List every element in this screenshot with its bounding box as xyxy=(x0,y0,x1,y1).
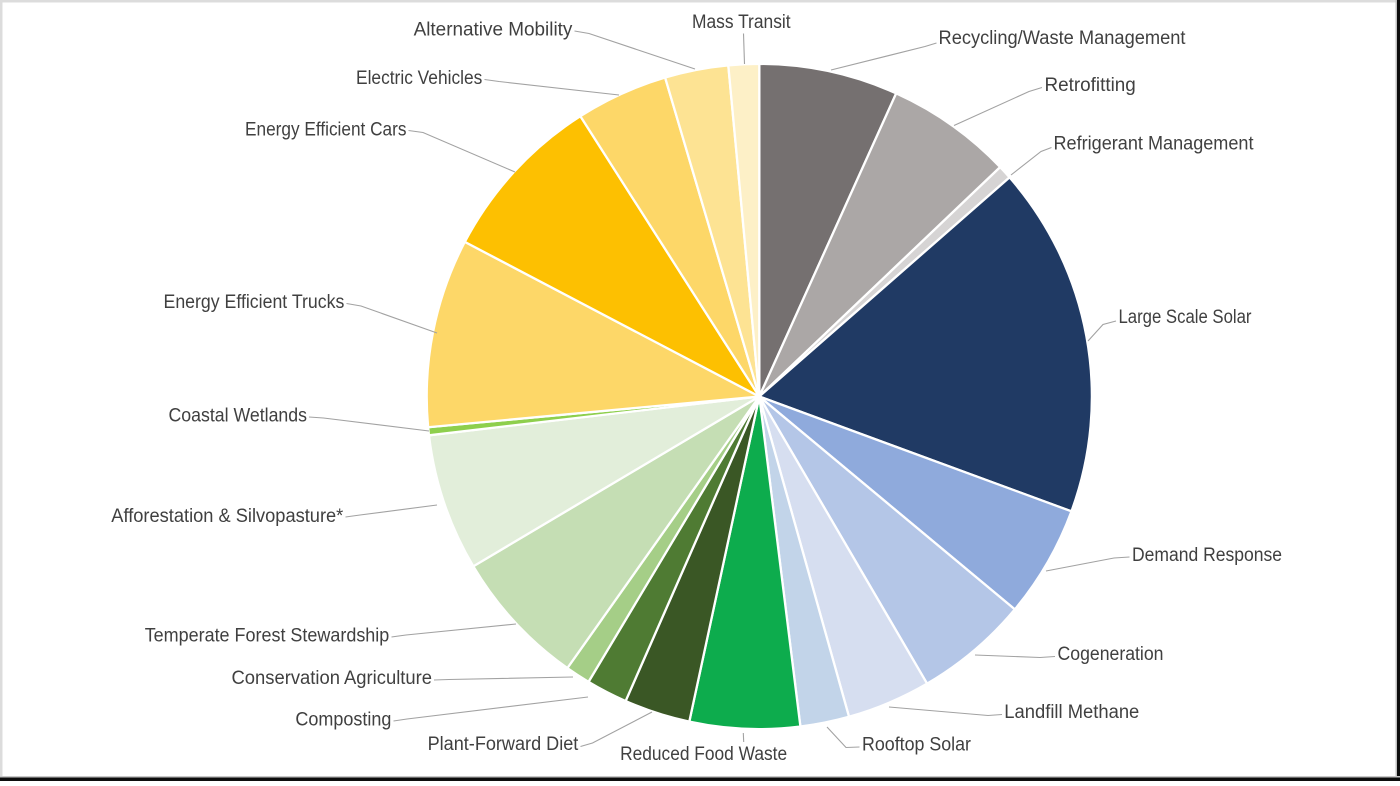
svg-text:Retrofitting: Retrofitting xyxy=(1045,75,1136,96)
svg-text:Electric Vehicles: Electric Vehicles xyxy=(356,68,482,89)
svg-text:Refrigerant Management: Refrigerant Management xyxy=(1054,134,1255,155)
svg-text:Composting: Composting xyxy=(295,710,391,731)
svg-text:Reduced Food Waste: Reduced Food Waste xyxy=(620,744,787,765)
svg-text:Plant-Forward Diet: Plant-Forward Diet xyxy=(428,734,579,755)
svg-text:Coastal Wetlands: Coastal Wetlands xyxy=(169,405,308,426)
svg-text:Temperate Forest Stewardship: Temperate Forest Stewardship xyxy=(145,626,390,647)
svg-text:Landfill Methane: Landfill Methane xyxy=(1004,702,1139,723)
svg-text:Alternative Mobility: Alternative Mobility xyxy=(414,19,573,40)
svg-text:Rooftop Solar: Rooftop Solar xyxy=(862,735,972,756)
svg-text:Demand Response: Demand Response xyxy=(1132,545,1282,566)
svg-text:Large Scale Solar: Large Scale Solar xyxy=(1119,307,1253,328)
svg-text:Recycling/Waste Management: Recycling/Waste Management xyxy=(939,28,1187,49)
svg-text:Mass Transit: Mass Transit xyxy=(692,12,791,33)
svg-text:Conservation Agriculture: Conservation Agriculture xyxy=(232,668,433,689)
svg-text:Energy Efficient Cars: Energy Efficient Cars xyxy=(245,120,407,141)
svg-text:Energy Efficient Trucks: Energy Efficient Trucks xyxy=(164,292,345,313)
svg-text:Afforestation & Silvopasture*: Afforestation & Silvopasture* xyxy=(111,506,344,527)
svg-text:Cogeneration: Cogeneration xyxy=(1058,644,1164,665)
